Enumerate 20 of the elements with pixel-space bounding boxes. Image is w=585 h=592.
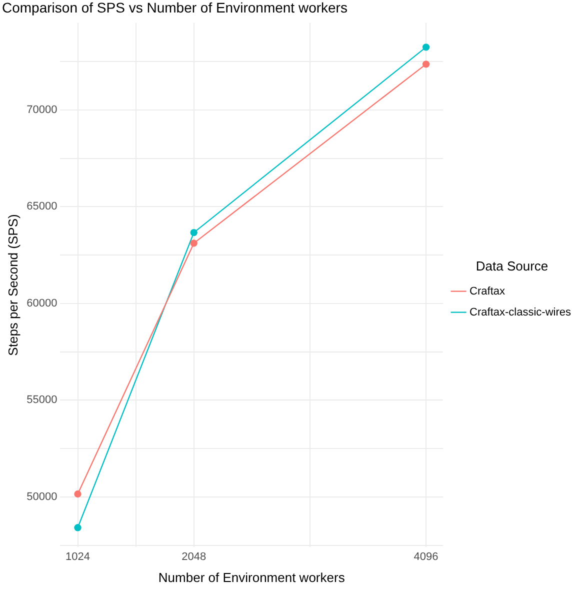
x-axis-title: Number of Environment workers [158, 570, 346, 585]
point [190, 240, 198, 247]
y-tick-label: 65000 [26, 200, 58, 213]
legend-label: Craftax [470, 285, 506, 298]
point [74, 490, 82, 498]
y-axis-title: Steps per Second (SPS) [5, 214, 20, 356]
legend-label: Craftax-classic-wires [470, 306, 572, 318]
x-tick-label: 2048 [182, 550, 206, 563]
point [74, 524, 82, 532]
y-tick-label: 60000 [26, 297, 58, 310]
x-tick-label: 4096 [414, 550, 438, 563]
chart-title: Comparison of SPS vs Number of Environment workers [2, 0, 348, 16]
x-tick-label: 1024 [66, 550, 90, 563]
point [422, 60, 430, 68]
y-tick-label: 55000 [26, 394, 58, 406]
point [190, 228, 198, 236]
legend-title: Data Source [476, 258, 548, 274]
y-tick-label: 50000 [26, 490, 58, 503]
point [422, 44, 430, 51]
y-tick-label: 70000 [26, 104, 58, 116]
